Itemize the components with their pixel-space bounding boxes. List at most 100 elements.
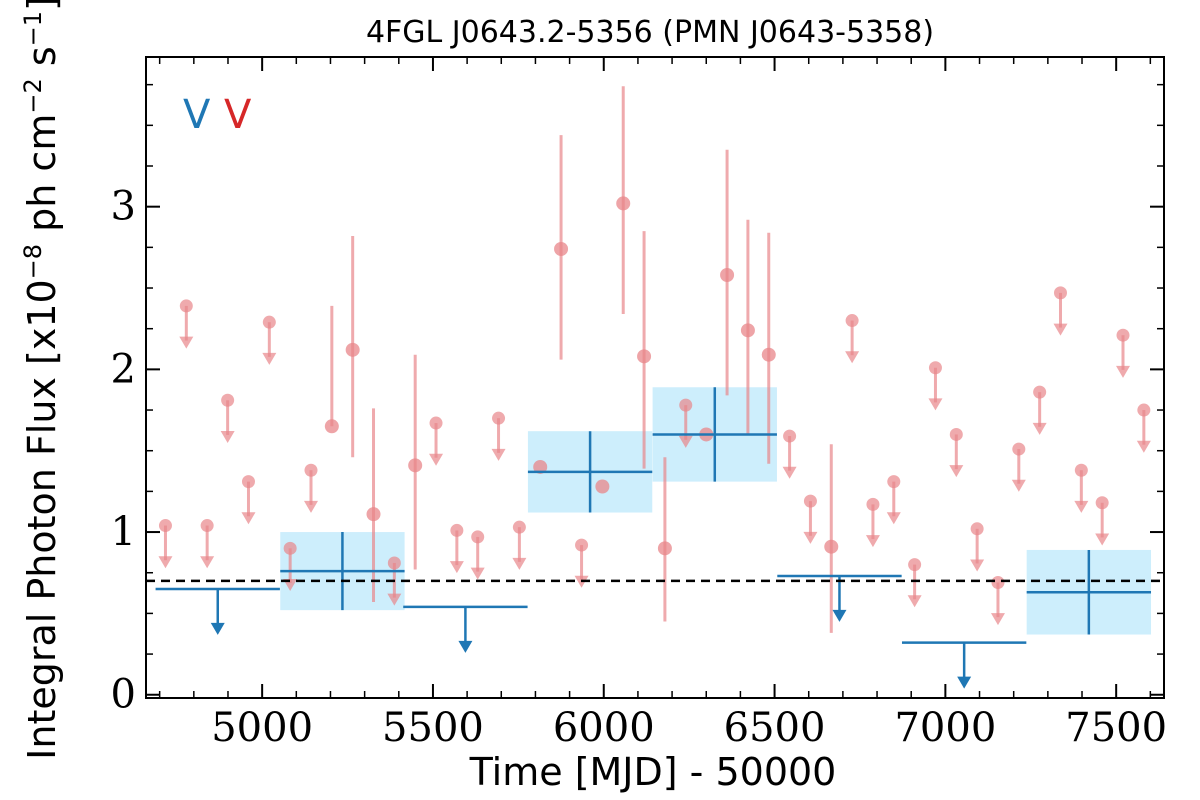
y-axis-label-end: ] (20, 0, 64, 11)
monthly-upper-limit-marker (1033, 385, 1047, 399)
monthly-upper-limit-arrow (470, 567, 485, 580)
monthly-upper-limit-marker (387, 556, 401, 570)
x-tick-label: 7500 (1065, 705, 1167, 751)
y-axis-label-main: Integral Photon Flux [x10 (20, 279, 64, 760)
y-tick-label: 3 (111, 184, 136, 230)
monthly-upper-limit-arrow (949, 465, 964, 478)
plot-area (146, 86, 1164, 689)
monthly-data-point (616, 196, 631, 211)
monthly-upper-limit-arrow (241, 512, 256, 525)
monthly-data-point (761, 347, 776, 362)
legend-entry-yearly: V (183, 92, 211, 138)
monthly-data-point (554, 241, 569, 256)
monthly-upper-limit-marker (1095, 496, 1109, 510)
monthly-upper-limit-marker (1137, 403, 1151, 417)
monthly-upper-limit-marker (970, 522, 984, 536)
legend-entry-monthly: V (224, 92, 252, 138)
y-axis-label: Integral Photon Flux [x10−8 ph cm−2 s−1] (19, 0, 64, 760)
monthly-upper-limit-marker (512, 520, 526, 534)
yearly-upper-limit-arrow (458, 640, 473, 653)
monthly-upper-limit-arrow (845, 351, 860, 364)
monthly-data-point (533, 459, 548, 474)
legend: V V (183, 92, 252, 138)
axis-ticks: 5000 5500 6000 6500 7000 7500 0 1 2 3 (111, 57, 1167, 751)
monthly-upper-limit-arrow (1116, 365, 1131, 378)
monthly-upper-limit-marker (575, 538, 589, 552)
monthly-upper-limit-arrow (803, 531, 818, 544)
monthly-data-point (324, 419, 339, 434)
monthly-upper-limit-marker (908, 558, 922, 572)
monthly-upper-limit-arrow (1032, 422, 1047, 435)
monthly-upper-limit-arrow (303, 500, 318, 513)
monthly-upper-limit-marker (679, 398, 693, 412)
x-tick-label: 6500 (724, 705, 826, 751)
monthly-upper-limit-marker (158, 519, 172, 533)
monthly-upper-limit-arrow (886, 512, 901, 525)
monthly-upper-limit-arrow (449, 561, 464, 574)
monthly-data-point (637, 349, 652, 364)
y-tick-label: 0 (111, 672, 136, 718)
monthly-upper-limit-marker (1053, 286, 1067, 300)
monthly-upper-limit-arrow (387, 593, 402, 606)
monthly-upper-limit-arrow (200, 556, 215, 569)
monthly-upper-limit-marker (200, 519, 214, 533)
monthly-upper-limit-arrow (158, 556, 173, 569)
y-tick-label: 2 (111, 346, 136, 392)
monthly-upper-limit-marker (450, 523, 464, 537)
y-axis-label-mid2: s (20, 46, 64, 78)
monthly-upper-limit-arrow (1074, 500, 1089, 513)
x-tick-label: 5500 (382, 705, 484, 751)
plot-frame (145, 56, 1165, 699)
monthly-upper-limit-marker (241, 475, 255, 489)
monthly-upper-limit-arrow (512, 557, 527, 570)
monthly-upper-limit-arrow (678, 435, 693, 448)
monthly-upper-limit-arrow (1011, 479, 1026, 492)
yearly-upper-limit-arrow (957, 676, 972, 689)
y-axis-label-exp3: −1 (19, 11, 47, 46)
monthly-upper-limit-arrow (865, 535, 880, 548)
monthly-upper-limit-arrow (782, 466, 797, 479)
monthly-upper-limit-arrow (928, 398, 943, 411)
chart-title: 4FGL J0643.2-5356 (PMN J0643-5358) (366, 15, 934, 50)
monthly-upper-limit-marker (949, 427, 963, 441)
monthly-upper-limit-marker (1074, 463, 1088, 477)
y-axis-label-exp1: −8 (19, 244, 47, 279)
monthly-upper-limit-arrow (220, 430, 235, 443)
monthly-upper-limit-marker (928, 361, 942, 375)
monthly-upper-limit-marker (492, 411, 506, 425)
monthly-upper-limit-marker (262, 315, 276, 329)
x-tick-label: 5000 (211, 705, 313, 751)
monthly-upper-limit-arrow (970, 559, 985, 572)
x-axis-label: Time [MJD] - 50000 (469, 750, 837, 794)
monthly-upper-limit-marker (845, 314, 859, 328)
monthly-upper-limit-arrow (429, 453, 444, 466)
monthly-upper-limit-arrow (1136, 440, 1151, 453)
monthly-data-point (595, 479, 610, 494)
monthly-upper-limit-marker (179, 299, 193, 313)
monthly-upper-limit-marker (1012, 442, 1026, 456)
monthly-upper-limit-marker (429, 416, 443, 430)
x-tick-label: 7000 (894, 705, 996, 751)
y-axis-label-mid: ph cm (20, 114, 64, 244)
monthly-upper-limit-marker (304, 463, 318, 477)
monthly-upper-limit-marker (221, 393, 235, 407)
monthly-upper-limit-arrow (1095, 533, 1110, 546)
monthly-upper-limit-arrow (262, 352, 277, 365)
monthly-upper-limit-arrow (1053, 323, 1068, 336)
monthly-upper-limit-marker (887, 475, 901, 489)
monthly-upper-limit-arrow (179, 336, 194, 349)
x-tick-label: 6000 (553, 705, 655, 751)
monthly-upper-limit-marker (1116, 328, 1130, 342)
y-tick-label: 1 (111, 509, 136, 555)
monthly-upper-limit-marker (471, 530, 485, 544)
yearly-upper-limit-arrow (832, 609, 847, 622)
monthly-upper-limit-marker (783, 429, 797, 443)
yearly-upper-limit-arrow (210, 622, 225, 635)
monthly-upper-limit-arrow (907, 595, 922, 608)
monthly-data-point (720, 268, 735, 283)
monthly-data-point (824, 539, 839, 554)
monthly-upper-limit-marker (991, 575, 1005, 589)
monthly-data-point (345, 342, 360, 357)
monthly-upper-limit-marker (283, 541, 297, 555)
